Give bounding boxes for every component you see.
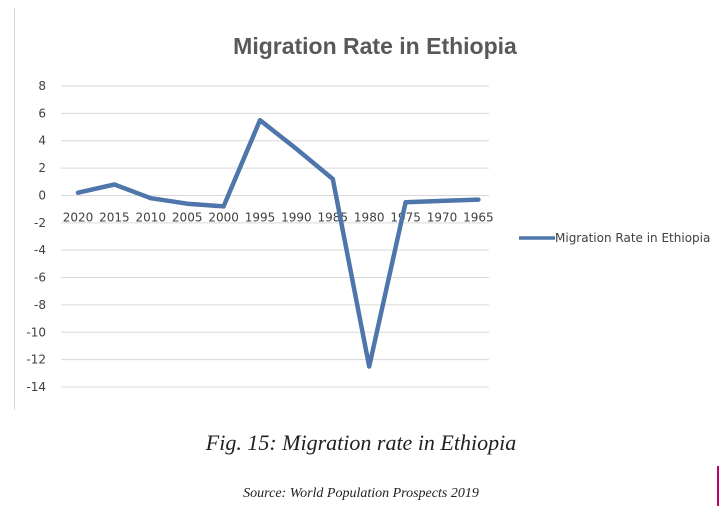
y-tick-label: 6 (38, 106, 46, 120)
y-tick-label: -4 (34, 243, 46, 257)
migration-line-chart: Migration Rate in Ethiopia 8 6 4 2 0 -2 -4 -6 -8… (26, 33, 710, 394)
data-point-1980 (367, 364, 372, 369)
y-axis-tick-labels: 8 6 4 2 0 -2 -4 -6 -8 -10 -12 -14 (26, 79, 46, 394)
y-tick-label: 0 (38, 188, 46, 202)
data-point-2010 (148, 196, 153, 201)
x-tick-label: 2020 (63, 210, 94, 224)
y-tick-label: 2 (38, 161, 46, 175)
data-point-1975 (403, 200, 408, 205)
y-tick-label: -2 (34, 216, 46, 230)
data-point-1995 (258, 118, 262, 123)
figure-caption: Fig. 15: Migration rate in Ethiopia (205, 430, 517, 455)
x-tick-label: 2015 (99, 210, 130, 224)
x-tick-label: 1970 (427, 210, 458, 224)
y-tick-label: -12 (26, 353, 46, 367)
data-point-1970 (440, 198, 444, 203)
data-point-1965 (476, 197, 481, 202)
x-tick-label: 1980 (354, 210, 385, 224)
x-tick-label: 2010 (136, 210, 167, 224)
data-point-2015 (112, 182, 117, 187)
legend-label: Migration Rate in Ethiopia (555, 231, 710, 245)
series-layer (75, 117, 481, 369)
x-tick-label: 1990 (281, 210, 312, 224)
data-point-2005 (185, 201, 190, 206)
figure-source: Source: World Population Prospects 2019 (243, 486, 479, 501)
x-tick-label: 1975 (390, 210, 421, 224)
x-tick-label: 2000 (208, 210, 239, 224)
x-tick-label: 2005 (172, 210, 203, 224)
chart-panel: Migration Rate in Ethiopia 8 6 4 2 0 -2 -4 -6 -8… (14, 8, 722, 410)
x-tick-label: 1965 (463, 210, 494, 224)
page-edge-marker (717, 466, 719, 506)
y-tick-label: 8 (38, 79, 46, 93)
y-tick-label: -10 (26, 325, 46, 339)
y-tick-label: -8 (34, 298, 46, 312)
data-point-2000 (221, 204, 226, 209)
data-point-1990 (294, 146, 299, 151)
chart-title: Migration Rate in Ethiopia (233, 33, 517, 59)
y-tick-label: 4 (38, 134, 46, 148)
series-line-migration-rate (75, 117, 481, 369)
y-tick-label: -14 (26, 380, 46, 394)
data-point-2020 (76, 190, 80, 195)
data-point-1985 (330, 177, 335, 182)
gridlines (61, 85, 489, 388)
y-tick-label: -6 (34, 271, 46, 285)
legend: Migration Rate in Ethiopia (519, 231, 710, 245)
x-tick-label: 1995 (245, 210, 276, 224)
